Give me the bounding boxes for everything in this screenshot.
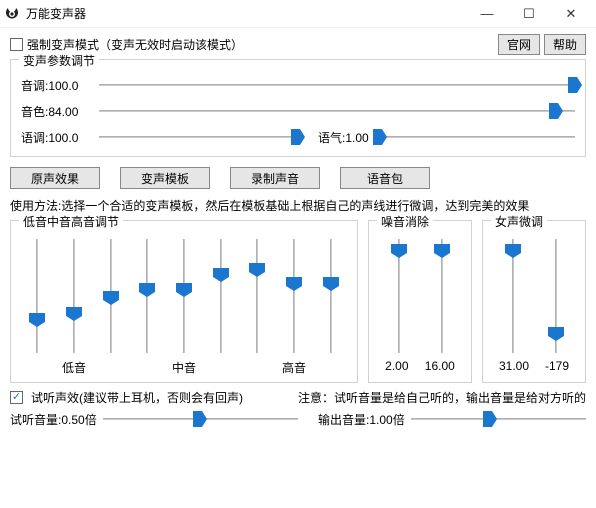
eq-slider-8[interactable] [322,237,340,355]
eq-slider-4[interactable] [175,237,193,355]
timbre-label: 音色:84.00 [21,103,99,120]
tone-slider[interactable] [99,128,298,146]
noise-label-1: 16.00 [425,359,455,373]
eq-slider-6[interactable] [248,237,266,355]
preview-checkbox-label: 试听声效(建议带上耳机，否则会有回声) [31,389,243,406]
help-button[interactable]: 帮助 [544,34,586,55]
timbre-slider[interactable] [99,102,575,120]
preview-checkbox[interactable] [10,391,23,404]
action-button-1[interactable]: 变声模板 [120,167,210,189]
eq-slider-7[interactable] [285,237,303,355]
preview-vol-label: 试听音量:0.50倍 [10,411,97,428]
volume-warning: 注意：试听音量是给自己听的，输出音量是给对方听的 [298,389,586,406]
eq-slider-5[interactable] [212,237,230,355]
noise-slider-0[interactable] [390,237,408,355]
action-button-3[interactable]: 语音包 [340,167,430,189]
eq-panel: 低音中音高音调节 低音 中音 高音 [10,220,358,383]
tone-label: 语调:100.0 [21,129,99,146]
eq-label-mid: 中音 [129,359,239,376]
noise-panel: 噪音消除 2.00 16.00 [368,220,472,383]
eq-slider-1[interactable] [65,237,83,355]
pitch-row: 音调:100.0 [21,76,575,94]
force-mode-label: 强制变声模式（变声无效时启动该模式） [27,36,243,53]
output-vol-label: 输出音量:1.00倍 [318,411,405,428]
eq-slider-2[interactable] [102,237,120,355]
preview-vol-slider[interactable] [103,410,298,428]
female-title: 女声微调 [491,213,547,230]
eq-label-high: 高音 [239,359,349,376]
eq-slider-0[interactable] [28,237,46,355]
param-group: 变声参数调节 音调:100.0 音色:84.00 语调:100.0 [10,59,586,157]
female-label-0: 31.00 [499,359,529,373]
pitch-slider[interactable] [99,76,575,94]
action-button-2[interactable]: 录制声音 [230,167,320,189]
website-button[interactable]: 官网 [498,34,540,55]
action-button-0[interactable]: 原声效果 [10,167,100,189]
app-icon [4,6,20,22]
mood-slider[interactable] [380,128,575,146]
noise-label-0: 2.00 [385,359,408,373]
pitch-label: 音调:100.0 [21,77,99,94]
female-label-1: -179 [545,359,569,373]
close-button[interactable]: ✕ [550,4,592,24]
eq-label-low: 低音 [19,359,129,376]
female-slider-1[interactable] [547,237,565,355]
noise-title: 噪音消除 [377,213,433,230]
eq-title: 低音中音高音调节 [19,213,123,230]
maximize-button[interactable]: ☐ [508,4,550,24]
usage-text: 使用方法:选择一个合适的变声模板，然后在模板基础上根据自己的声线进行微调，达到完… [10,197,586,214]
female-slider-0[interactable] [504,237,522,355]
force-mode-checkbox[interactable] [10,38,23,51]
app-title: 万能变声器 [26,5,86,22]
output-vol-slider[interactable] [411,410,586,428]
female-panel: 女声微调 31.00 -179 [482,220,586,383]
param-group-title: 变声参数调节 [19,52,99,69]
minimize-button[interactable]: — [466,4,508,24]
titlebar: 万能变声器 — ☐ ✕ [0,0,596,28]
eq-slider-3[interactable] [138,237,156,355]
timbre-row: 音色:84.00 [21,102,575,120]
noise-slider-1[interactable] [433,237,451,355]
